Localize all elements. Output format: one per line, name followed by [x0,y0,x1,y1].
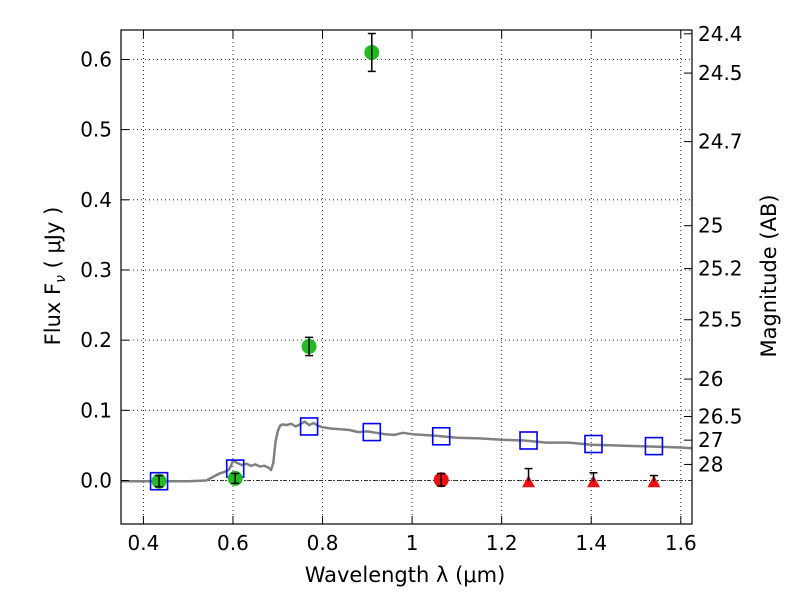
y-axis-label-units: ( μJy ) [41,207,65,275]
y-tick-label: 0.2 [80,328,112,352]
model-point [149,471,169,491]
right-tick-label: 26.5 [698,404,743,428]
axis-ticks: 0.4 0.6 0.8 1 1.2 1.4 1.6 0.0 0.1 0.2 0.3 0.4 0.5 0.6… [80,22,742,555]
model-point [584,434,603,454]
model-spectrum [121,420,693,483]
right-tick-label: 24.7 [698,130,743,154]
y-axis-label: Flux Fν ( μJy ) [41,207,69,346]
y-axis-label-sub: ν [53,275,69,283]
right-tick-label: 27 [698,428,723,452]
y-tick-label: 0.1 [80,398,112,422]
y-tick-label: 0.0 [80,468,112,492]
x-tick-label: 1.6 [665,531,697,555]
x-axis-label: Wavelength λ (μm) [305,563,506,587]
plot-frame [120,29,693,525]
y-axis-label-main: Flux F [41,283,65,345]
model-spectrum-line [121,420,693,483]
x-tick-label: 1.2 [486,531,518,555]
y-tick-label: 0.5 [80,118,112,142]
right-axis-label: Magnitude (AB) [757,194,781,357]
right-tick-label: 25 [698,214,723,238]
model-point [644,436,664,456]
x-tick-label: 1.4 [575,531,607,555]
right-tick-label: 26 [698,367,723,391]
x-tick-label: 1 [406,531,419,555]
right-tick-label: 24.4 [698,22,743,46]
right-tick-label: 24.5 [698,61,743,85]
model-point [362,422,382,442]
model-point [299,417,319,436]
x-tick-label: 0.4 [127,531,159,555]
right-tick-label: 25.5 [698,308,743,332]
data-points [149,32,664,491]
x-tick-label: 0.6 [217,531,249,555]
y-tick-label: 0.3 [80,258,112,282]
model-point [519,431,538,450]
y-tick-label: 0.4 [80,188,112,212]
grid [121,30,692,524]
right-tick-label: 25.2 [698,257,743,281]
x-tick-label: 0.8 [307,531,339,555]
y-tick-label: 0.6 [80,47,112,71]
model-point [431,426,451,446]
right-tick-label: 28 [698,452,723,476]
